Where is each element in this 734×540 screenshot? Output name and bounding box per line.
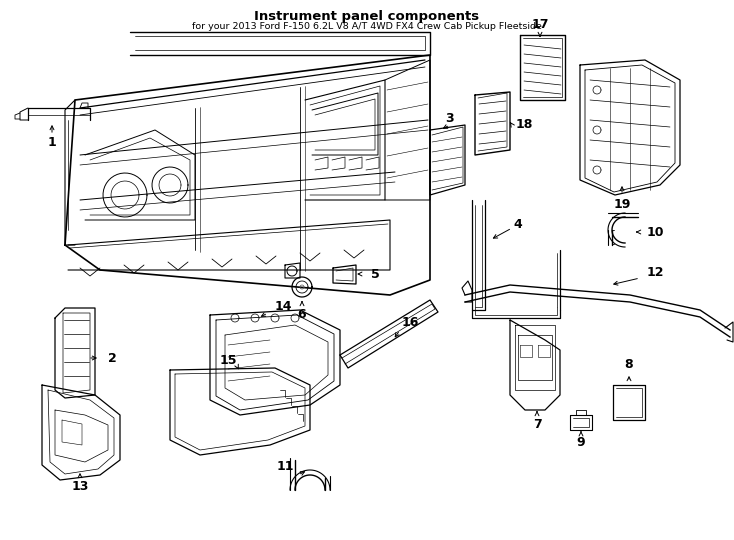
- Text: 8: 8: [625, 357, 633, 370]
- Text: 3: 3: [446, 111, 454, 125]
- Text: 11: 11: [276, 461, 294, 474]
- Text: 16: 16: [401, 315, 418, 328]
- Text: for your 2013 Ford F-150 6.2L V8 A/T 4WD FX4 Crew Cab Pickup Fleetside: for your 2013 Ford F-150 6.2L V8 A/T 4WD…: [192, 22, 542, 31]
- Text: Instrument panel components: Instrument panel components: [255, 10, 479, 23]
- Text: 15: 15: [219, 354, 237, 367]
- Text: 14: 14: [275, 300, 291, 314]
- Text: 6: 6: [298, 307, 306, 321]
- Text: 13: 13: [71, 481, 89, 494]
- Text: 12: 12: [646, 266, 664, 279]
- Text: 17: 17: [531, 17, 549, 30]
- Text: 9: 9: [577, 436, 585, 449]
- Text: 4: 4: [514, 218, 523, 231]
- Text: 18: 18: [515, 118, 533, 132]
- Text: 7: 7: [533, 417, 542, 430]
- Text: 5: 5: [371, 267, 379, 280]
- Text: 10: 10: [646, 226, 664, 239]
- Text: 2: 2: [108, 352, 117, 365]
- Text: 19: 19: [614, 199, 631, 212]
- Text: 1: 1: [48, 137, 57, 150]
